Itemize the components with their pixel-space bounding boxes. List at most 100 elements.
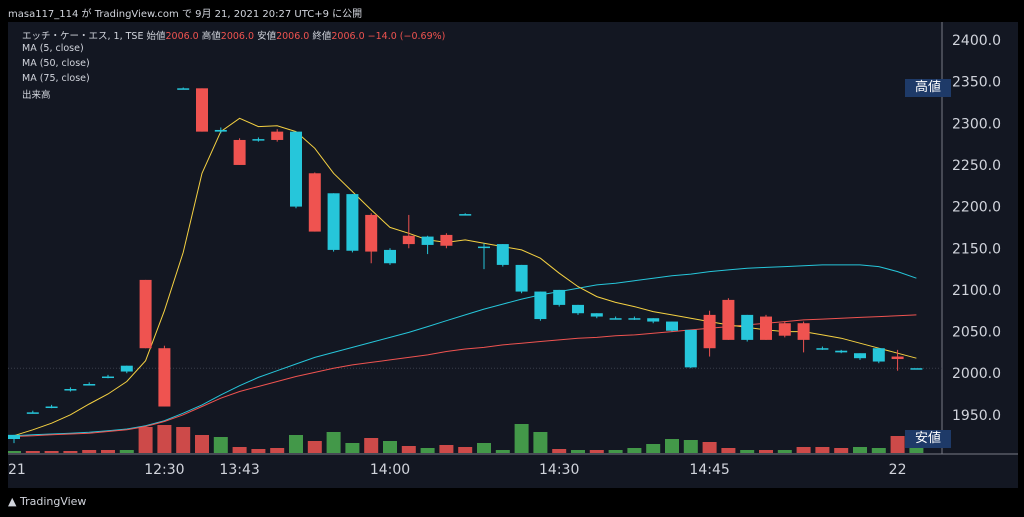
candle-body <box>83 384 96 386</box>
x-tick-label: 13:43 <box>219 462 259 478</box>
volume-bar <box>119 450 134 453</box>
candlestick-chart[interactable]: 2400.0 2350.0 2300.0 2250.0 2200.0 2150.0 2100… <box>8 22 1018 488</box>
candle-body <box>854 353 866 359</box>
volume-bar <box>834 448 849 453</box>
volume-bar <box>890 436 905 453</box>
candle-body <box>609 318 622 320</box>
candle-body <box>346 194 359 251</box>
tradingview-logo[interactable]: ▲ TradingView <box>8 495 87 508</box>
candle-body <box>290 131 302 207</box>
candle-body <box>459 214 472 216</box>
volume-bar <box>608 450 623 453</box>
candle-body <box>590 313 603 317</box>
candle-body <box>741 314 754 340</box>
symbol-info: エッチ・ケー・エス, 1, TSE 始値 <box>22 31 166 42</box>
volume-bar <box>589 450 604 453</box>
candle-body <box>647 318 660 322</box>
volume-bar <box>796 447 811 453</box>
candle-body <box>177 88 190 90</box>
publish-header: masa117_114 が TradingView.com で 9月 21, 2… <box>0 0 1024 22</box>
candle-body <box>440 234 453 246</box>
legend-volume[interactable]: 出来高 <box>22 90 51 101</box>
volume-bar <box>289 435 303 453</box>
candle-body <box>45 406 58 409</box>
volume-bar <box>420 448 435 453</box>
high-label: 高値 <box>201 31 221 42</box>
symbol-ohlc-legend: エッチ・ケー・エス, 1, TSE 始値2006.0 高値2006.0 安値20… <box>22 28 445 42</box>
publish-text: masa117_114 が TradingView.com で 9月 21, 2… <box>8 9 363 20</box>
x-tick-label: 21 <box>8 462 26 478</box>
chart-pane[interactable]: 2400.0 2350.0 2300.0 2250.0 2200.0 2150.0 2100… <box>8 22 1018 488</box>
candle-body <box>327 193 340 250</box>
volume-bar <box>8 451 21 453</box>
close-label: 終値 <box>312 31 332 42</box>
candle-body <box>421 236 434 245</box>
volume-bar <box>665 439 679 453</box>
tradingview-logo-text: TradingView <box>19 495 87 508</box>
candle-body <box>891 356 904 360</box>
candle-body <box>666 321 678 331</box>
legend-ma50[interactable]: MA (50, close) <box>22 58 90 69</box>
volume-bar <box>721 448 736 453</box>
y-tick-label: 2300.0 <box>952 116 1001 132</box>
change-value: −14.0 (−0.69%) <box>367 31 446 42</box>
high-price-tag: 高値 <box>905 79 951 97</box>
candle-body <box>628 318 641 320</box>
volume-bar <box>82 450 97 453</box>
low-price-tag: 安値 <box>905 430 951 448</box>
volume-bar <box>213 437 228 453</box>
volume-bar <box>326 432 341 453</box>
candle-body <box>120 365 133 372</box>
candle-body <box>835 350 848 353</box>
candle-body <box>196 88 208 132</box>
x-tick-label: 14:30 <box>539 462 579 478</box>
candle-body <box>572 304 584 314</box>
y-tick-label: 2000.0 <box>952 366 1001 382</box>
volume-bar <box>63 451 78 453</box>
volume-bar <box>383 441 397 453</box>
y-tick-label: 2100.0 <box>952 283 1001 299</box>
volume-bar <box>101 450 115 453</box>
volume-bar <box>345 443 360 453</box>
legend-ma75[interactable]: MA (75, close) <box>22 73 90 84</box>
volume-bar <box>740 450 755 453</box>
ma75-line <box>13 264 917 437</box>
volume-bar <box>439 445 454 453</box>
y-tick-label: 2400.0 <box>952 33 1001 49</box>
volume-bar <box>571 450 585 453</box>
volume-bar <box>871 448 886 453</box>
volume-bar <box>777 450 792 453</box>
candle-body <box>496 244 509 265</box>
candle-body <box>214 129 227 132</box>
volume-bar <box>44 451 59 453</box>
y-tick-label: 1950.0 <box>952 408 1001 424</box>
candle-body <box>534 291 547 320</box>
candle-body <box>478 246 490 249</box>
volume-bar <box>815 447 830 453</box>
legend-ma5[interactable]: MA (5, close) <box>22 43 84 54</box>
volume-bar <box>307 441 322 453</box>
low-value: 2006.0 <box>276 31 310 42</box>
volume-bar <box>232 447 247 453</box>
candle-body <box>252 139 265 141</box>
x-tick-label: 22 <box>889 462 907 478</box>
candle-body <box>797 323 810 340</box>
candle-body <box>233 139 246 165</box>
candle-body <box>703 314 716 349</box>
y-tick-label: 2350.0 <box>952 75 1001 91</box>
candle-body <box>271 131 284 140</box>
volume-bar <box>25 451 40 453</box>
volume-bar <box>138 427 153 453</box>
candle-body <box>872 348 885 362</box>
candle-body <box>402 235 415 245</box>
candle-body <box>139 279 152 349</box>
close-value: 2006.0 <box>331 31 365 42</box>
candle-body <box>158 348 171 407</box>
volume-bar <box>477 443 491 453</box>
volume-bar <box>702 442 717 453</box>
candle-body <box>308 173 321 232</box>
candle-body <box>102 376 114 379</box>
open-value: 2006.0 <box>165 31 199 42</box>
candle-body <box>365 214 378 252</box>
volume-bar <box>176 427 191 453</box>
